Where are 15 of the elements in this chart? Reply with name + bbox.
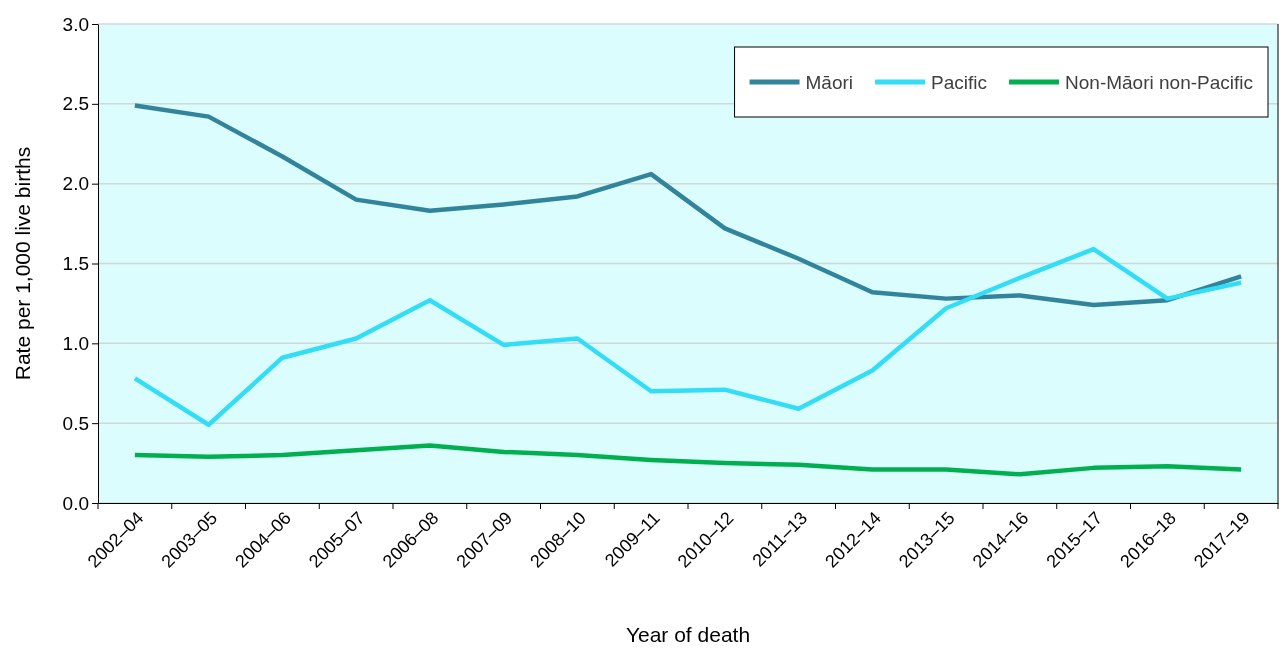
legend-label: Pacific <box>931 72 988 93</box>
y-tick-label: 2.5 <box>62 93 89 115</box>
x-axis-title: Year of death <box>625 623 751 646</box>
line-series <box>132 443 1244 477</box>
y-axis-title: Rate per 1,000 live births <box>11 146 34 381</box>
y-tick-label: 0.0 <box>62 492 89 514</box>
y-tick-label: 1.5 <box>62 253 89 275</box>
legend-label: Non-Māori non-Pacific <box>1065 72 1253 93</box>
line-series <box>132 103 1244 308</box>
y-tick-label: 0.5 <box>62 412 89 434</box>
legend-label: Māori <box>805 72 854 93</box>
line-series <box>132 246 1244 428</box>
y-tick-label: 3.0 <box>62 13 89 35</box>
y-tick-label: 1.0 <box>62 332 89 354</box>
y-tick-label: 2.0 <box>62 173 89 195</box>
